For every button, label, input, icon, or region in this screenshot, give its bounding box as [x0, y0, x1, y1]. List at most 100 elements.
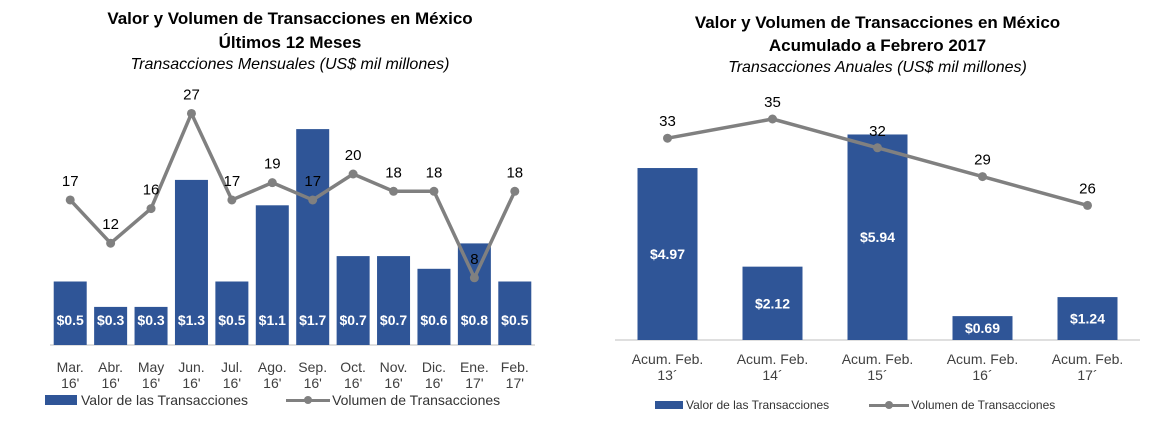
- x-tick-label: Feb.: [501, 359, 529, 375]
- annual-chart-plot: $4.97 $2.12 $5.94 $0.69 $1.24 33 35 32 29 26 Acum.…: [615, 94, 1140, 383]
- bar-value-label: $0.7: [380, 312, 407, 328]
- line-value-label: 18: [506, 164, 523, 181]
- x-tick-label: 16´: [972, 367, 992, 383]
- x-tick-label: Ene.: [460, 359, 489, 375]
- line-point: [106, 238, 116, 248]
- x-tick-label: Ago.: [258, 359, 287, 375]
- legend-line-label: Volumen de Transacciones: [332, 392, 501, 408]
- bar: [637, 168, 698, 340]
- bar-value-label: $0.6: [420, 312, 447, 328]
- x-tick-label: Acum. Feb.: [947, 351, 1019, 367]
- legend-bar-swatch: [655, 401, 683, 409]
- bar-value-label: $0.3: [137, 312, 164, 328]
- bar-value-label: $5.94: [860, 229, 895, 245]
- x-tick-label: 16': [142, 375, 160, 391]
- volume-line: [68, 111, 517, 280]
- chart-title: Valor y Volumen de Transacciones en Méxi…: [107, 9, 473, 28]
- chart-units-subtitle: Transacciones Mensuales (US$ mil millone…: [130, 56, 450, 73]
- line-value-label: 17: [304, 173, 321, 190]
- bar: [952, 316, 1013, 340]
- bar-value-label: $0.5: [218, 312, 245, 328]
- bar-value-label: $0.8: [461, 312, 488, 328]
- legend: Valor de las Transacciones Volumen de Tr…: [655, 398, 1055, 412]
- line-value-label: 20: [345, 147, 362, 164]
- chart-annual: Valor y Volumen de Transacciones en Méxi…: [590, 0, 1165, 427]
- chart-subtitle: Últimos 12 Meses: [218, 33, 362, 52]
- line-point: [663, 133, 672, 143]
- bar: [742, 266, 803, 340]
- line-value-label: 18: [426, 164, 443, 181]
- bar: [53, 281, 87, 345]
- line-value-label: 17: [224, 173, 241, 190]
- bar-value-label: $4.97: [650, 246, 685, 262]
- x-tick-label: 16': [304, 375, 322, 391]
- bar: [215, 281, 249, 345]
- line-value-label: 33: [659, 113, 676, 130]
- line-value-label: 26: [1079, 180, 1096, 197]
- line-point: [469, 273, 479, 283]
- legend-line-swatch: [869, 401, 910, 409]
- line-value-label: 19: [264, 156, 281, 173]
- x-tick-label: 16': [182, 375, 200, 391]
- bar: [1057, 297, 1118, 340]
- x-tick-label: Abr.: [98, 359, 123, 375]
- line-point: [267, 178, 277, 188]
- line-value-label: 27: [183, 86, 200, 103]
- bar-value-label: $0.5: [57, 312, 84, 328]
- line-point: [65, 195, 75, 205]
- line-point: [227, 195, 237, 205]
- line-value-label: 35: [764, 94, 781, 111]
- bar-value-label: $0.3: [97, 312, 124, 328]
- legend-bar-label: Valor de las Transacciones: [81, 392, 249, 408]
- line-point: [348, 169, 358, 179]
- x-tick-label: Sep.: [298, 359, 327, 375]
- chart-title: Valor y Volumen de Transacciones en Méxi…: [694, 13, 1061, 32]
- x-tick-label: Acum. Feb.: [632, 351, 704, 367]
- bar-value-label: $0.69: [965, 320, 1000, 336]
- bar: [255, 205, 289, 345]
- line-value-label: 18: [385, 164, 402, 181]
- legend-line-swatch: [286, 395, 331, 405]
- line-value-label: 8: [470, 251, 478, 268]
- x-tick-label: 13´: [657, 367, 677, 383]
- line-value-label: 32: [869, 123, 886, 140]
- legend-bar-swatch: [45, 395, 77, 405]
- bar: [296, 129, 330, 345]
- line-value-label: 16: [143, 182, 160, 199]
- bar-value-label: $1.7: [299, 312, 326, 328]
- line-point: [186, 108, 196, 118]
- x-tick-label: 16': [61, 375, 79, 391]
- x-tick-label: 16': [344, 375, 362, 391]
- x-tick-label: Mar.: [57, 359, 84, 375]
- x-tick-label: 15´: [867, 367, 887, 383]
- line-point: [146, 204, 156, 214]
- line-point: [510, 186, 520, 196]
- legend-line-label: Volumen de Transacciones: [911, 398, 1056, 412]
- bar-value-label: $1.1: [259, 312, 286, 328]
- bar: [174, 179, 208, 345]
- x-tick-label: Jun.: [178, 359, 204, 375]
- x-tick-label: 16': [102, 375, 120, 391]
- x-tick-label: May: [138, 359, 164, 375]
- line-point: [308, 195, 318, 205]
- chart-units-subtitle: Transacciones Anuales (US$ mil millones): [728, 59, 1027, 76]
- bar-value-label: $1.3: [178, 312, 205, 328]
- bar-value-label: $0.5: [501, 312, 528, 328]
- line-value-label: 17: [62, 173, 79, 190]
- chart-monthly: Valor y Volumen de Transacciones en Méxi…: [0, 0, 580, 427]
- line-point: [429, 186, 439, 196]
- line-point: [978, 172, 987, 182]
- x-tick-label: Nov.: [380, 359, 408, 375]
- bar: [417, 268, 451, 345]
- x-tick-label: 16': [223, 375, 241, 391]
- x-tick-label: 17´: [1077, 367, 1097, 383]
- x-tick-label: Acum. Feb.: [1052, 351, 1124, 367]
- x-tick-label: Oct.: [340, 359, 366, 375]
- bar-value-label: $1.24: [1070, 311, 1105, 327]
- line-point: [768, 114, 777, 124]
- chart-subtitle: Acumulado a Febrero 2017: [768, 36, 987, 55]
- x-tick-label: Dic.: [422, 359, 446, 375]
- x-tick-label: 14´: [762, 367, 782, 383]
- x-tick-label: 16': [425, 375, 443, 391]
- bar-value-label: $0.7: [340, 312, 367, 328]
